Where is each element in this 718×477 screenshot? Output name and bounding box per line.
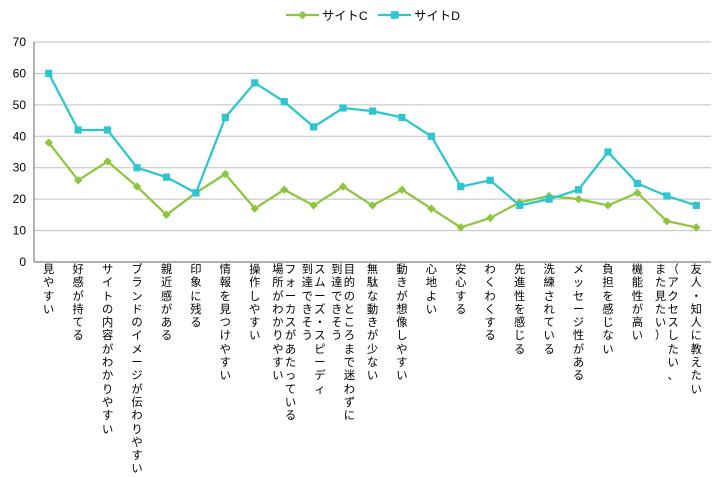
svg-text:0: 0	[19, 255, 26, 269]
svg-text:70: 70	[13, 35, 27, 49]
svg-text:10: 10	[13, 224, 27, 238]
svg-text:60: 60	[13, 66, 27, 80]
svg-text:50: 50	[13, 98, 27, 112]
svg-text:20: 20	[13, 192, 27, 206]
svg-text:30: 30	[13, 161, 27, 175]
svg-text:40: 40	[13, 129, 27, 143]
